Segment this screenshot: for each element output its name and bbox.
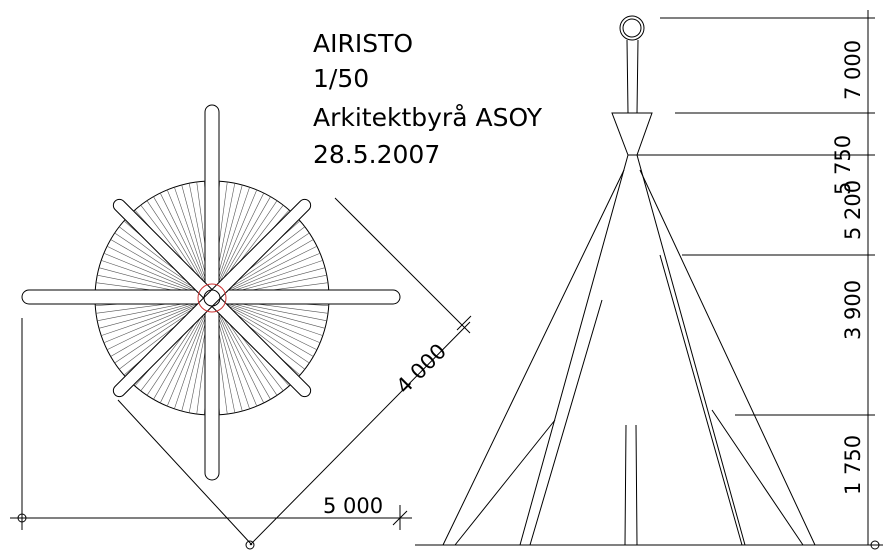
dim-label: 3 900 (841, 280, 865, 340)
drawing: AIRISTO 1/50 Arkitektbyrå ASOY 28.5.2007… (0, 0, 883, 553)
mast (627, 40, 638, 113)
pole (625, 425, 637, 545)
dim-label: 5 200 (841, 180, 865, 240)
dim-label: 5 000 (323, 494, 383, 518)
title-line: Arkitektbyrå ASOY (313, 103, 543, 132)
page: AIRISTO 1/50 Arkitektbyrå ASOY 28.5.2007… (0, 0, 883, 553)
dim-line (335, 198, 470, 333)
title-line: AIRISTO (313, 29, 413, 58)
cone (520, 155, 745, 545)
top-cone (612, 113, 652, 155)
title-line: 28.5.2007 (313, 140, 440, 169)
top-ring (620, 16, 644, 40)
elevation-view: 7 000 5 750 5 200 3 900 1 750 (415, 10, 883, 549)
pole (455, 410, 803, 545)
dim-label: 1 750 (841, 435, 865, 495)
title-line: 1/50 (313, 64, 369, 93)
dim-label: 4 000 (392, 339, 451, 398)
dim-line (118, 400, 252, 545)
dim-label: 7 000 (841, 40, 865, 100)
top-ring (623, 19, 641, 37)
plan-view: 4 000 5 000 (10, 104, 471, 549)
cone (443, 170, 815, 545)
